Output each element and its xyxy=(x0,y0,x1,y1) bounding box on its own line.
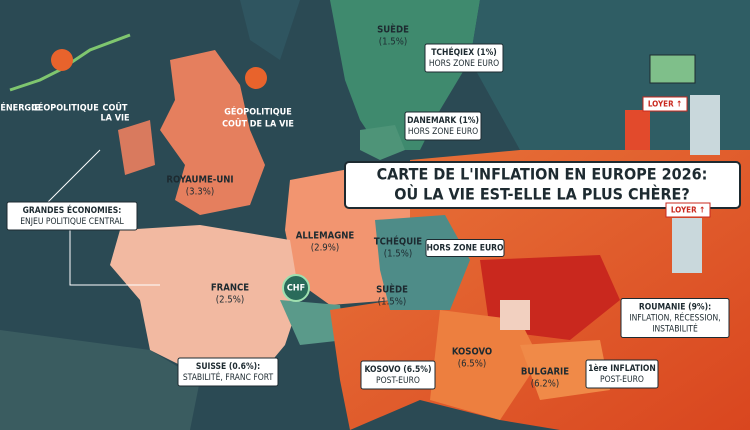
callout-box xyxy=(6,201,138,231)
driver-label: ÉNERGIE xyxy=(0,102,39,114)
callout-text: KOSOVO (6.5%) xyxy=(365,365,432,375)
callout-text: 1ère INFLATION xyxy=(588,363,656,374)
callout-text: POST-EURO xyxy=(376,376,420,386)
country-label: (1.5%) xyxy=(378,297,406,308)
building-icon xyxy=(672,218,702,273)
czechia xyxy=(375,215,470,310)
callout-text: HORS ZONE EURO xyxy=(426,244,504,254)
driver-label: GÉOPOLITIQUE xyxy=(31,102,99,114)
north-east xyxy=(470,0,750,160)
callout-box xyxy=(424,43,504,73)
country-label: (2.5%) xyxy=(216,295,244,306)
united-kingdom xyxy=(160,50,265,215)
switzerland xyxy=(280,300,345,345)
callout-text: DANEMARK (1%) xyxy=(407,116,479,126)
country-label: KOSOVO xyxy=(452,347,492,358)
rent-label: LOYER ↑ xyxy=(671,206,705,215)
callout-text: HORS ZONE EURO xyxy=(408,127,478,137)
country-label: (1.5%) xyxy=(379,37,407,48)
callout-text: INSTABILITÉ xyxy=(652,323,698,335)
callout-text: ENJEU POLITIQUE CENTRAL xyxy=(20,217,124,227)
country-label: ROYAUME-UNI xyxy=(166,175,233,186)
country-label: SUÈDE xyxy=(377,24,409,36)
cart-icon xyxy=(500,300,530,330)
callout-box xyxy=(425,239,505,257)
france xyxy=(110,225,300,375)
callout-text: HORS ZONE EURO xyxy=(429,59,499,69)
country-label: (3.3%) xyxy=(186,187,214,198)
title-box xyxy=(344,161,741,209)
callout-text: POST-EURO xyxy=(600,375,644,385)
money-icon xyxy=(649,54,696,84)
chart-icon xyxy=(625,110,650,150)
callout-text: SUISSE (0.6%): xyxy=(196,362,260,372)
rent-tag xyxy=(642,96,688,112)
driver-label: COÛT DE LA VIE xyxy=(222,118,294,130)
country-label: (1.5%) xyxy=(384,249,412,260)
balkans xyxy=(430,310,540,420)
title: CARTE DE L'INFLATION EN EUROPE 2026: xyxy=(377,165,708,184)
country-label: SUÈDE xyxy=(376,284,408,296)
pound-coin xyxy=(245,67,267,89)
country-label: (2.9%) xyxy=(311,243,339,254)
rent-label: LOYER ↑ xyxy=(648,100,682,109)
driver-label: COÛT xyxy=(103,102,128,114)
callout-box xyxy=(585,359,659,389)
callout-text: ROUMANIE (9%): xyxy=(639,303,711,313)
chf-badge xyxy=(282,274,310,302)
callout-text: STABILITÉ, FRANC FORT xyxy=(183,371,274,383)
callout-box xyxy=(360,360,436,390)
callout-text: INFLATION, RÉCESSION, xyxy=(629,312,720,324)
country-label: (6.5%) xyxy=(458,359,486,370)
country-label: (6.2%) xyxy=(531,379,559,390)
currency-label: CHF xyxy=(287,284,305,294)
ocean-shade xyxy=(0,0,300,60)
building-icon xyxy=(690,95,720,155)
rent-tag xyxy=(665,202,711,218)
denmark xyxy=(360,125,405,160)
country-label: FRANCE xyxy=(211,283,249,294)
callout-box xyxy=(177,357,279,387)
iberia xyxy=(0,330,200,430)
country-label: BULGARIE xyxy=(521,367,569,378)
country-label: ALLEMAGNE xyxy=(296,231,355,242)
callout-box xyxy=(620,298,730,338)
title: OÙ LA VIE EST-ELLE LA PLUS CHÈRE? xyxy=(394,185,690,204)
driver-label: LA VIE xyxy=(100,114,129,124)
ireland xyxy=(118,120,155,175)
euro-coin xyxy=(51,49,73,71)
callout-text: GRANDES ÉCONOMIES: xyxy=(23,204,122,216)
country-label: TCHÉQUIE xyxy=(374,236,422,248)
pointer xyxy=(69,225,160,286)
callout-box xyxy=(404,111,482,141)
scandinavia xyxy=(330,0,480,150)
driver-label: GÉOPOLITIQUE xyxy=(224,106,292,118)
callout-text: TCHÉQIEX (1%) xyxy=(431,46,497,58)
